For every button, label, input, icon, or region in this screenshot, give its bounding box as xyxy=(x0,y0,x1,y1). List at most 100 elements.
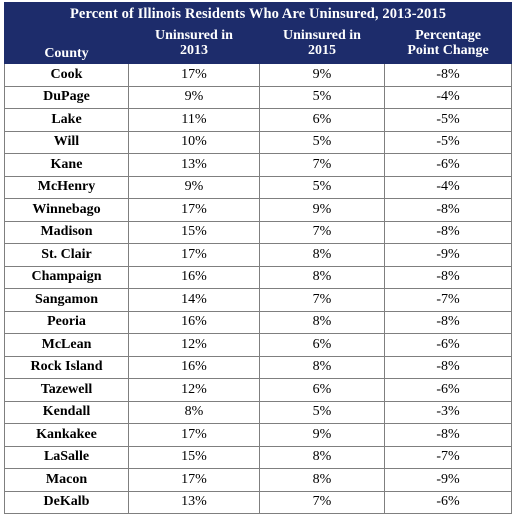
point-change-cell: -3% xyxy=(383,400,513,424)
uninsured-2015-cell: 8% xyxy=(259,243,385,267)
point-change-cell: -7% xyxy=(383,445,513,469)
point-change-cell: -8% xyxy=(383,310,513,334)
uninsured-2015-cell: 6% xyxy=(259,333,385,357)
uninsured-2013-cell: 17% xyxy=(128,198,260,222)
table-row: Macon 17% 8% -9% xyxy=(4,468,513,492)
county-cell: Rock Island xyxy=(4,355,129,379)
county-cell: DeKalb xyxy=(4,490,129,514)
table-row: Sangamon 14% 7% -7% xyxy=(4,288,513,312)
table-row: Will 10% 5% -5% xyxy=(4,130,513,154)
header-point-change-line1: Percentage xyxy=(415,28,481,43)
table-row: Kendall 8% 5% -3% xyxy=(4,400,513,424)
header-county: County xyxy=(4,25,129,64)
uninsured-2013-cell: 15% xyxy=(128,445,260,469)
point-change-cell: -6% xyxy=(383,490,513,514)
county-cell: Champaign xyxy=(4,265,129,289)
uninsured-2013-cell: 8% xyxy=(128,400,260,424)
uninsured-2013-cell: 12% xyxy=(128,378,260,402)
county-cell: Tazewell xyxy=(4,378,129,402)
uninsured-2015-cell: 8% xyxy=(259,265,385,289)
uninsured-2015-cell: 7% xyxy=(259,153,385,177)
table-title: Percent of Illinois Residents Who Are Un… xyxy=(3,2,513,26)
point-change-cell: -6% xyxy=(383,333,513,357)
point-change-cell: -5% xyxy=(383,108,513,132)
uninsured-2013-cell: 16% xyxy=(128,310,260,334)
county-cell: LaSalle xyxy=(4,445,129,469)
county-cell: Lake xyxy=(4,108,129,132)
uninsured-2015-cell: 9% xyxy=(259,198,385,222)
uninsured-2015-cell: 9% xyxy=(259,423,385,447)
county-cell: Madison xyxy=(4,220,129,244)
table-row: Peoria 16% 8% -8% xyxy=(4,310,513,334)
uninsured-2015-cell: 7% xyxy=(259,490,385,514)
uninsured-table-container: Percent of Illinois Residents Who Are Un… xyxy=(3,2,513,514)
header-point-change-line2: Point Change xyxy=(407,43,489,58)
county-cell: St. Clair xyxy=(4,243,129,267)
uninsured-2015-cell: 8% xyxy=(259,445,385,469)
table-row: DuPage 9% 5% -4% xyxy=(4,85,513,109)
uninsured-2013-cell: 10% xyxy=(128,130,260,154)
uninsured-2013-cell: 17% xyxy=(128,468,260,492)
uninsured-2015-cell: 6% xyxy=(259,378,385,402)
uninsured-2013-cell: 16% xyxy=(128,355,260,379)
header-uninsured-2015-line2: 2015 xyxy=(308,43,336,58)
table-row: Cook 17% 9% -8% xyxy=(4,63,513,87)
uninsured-2015-cell: 7% xyxy=(259,288,385,312)
county-cell: DuPage xyxy=(4,85,129,109)
header-point-change: Percentage Point Change xyxy=(383,25,513,64)
table-row: Winnebago 17% 9% -8% xyxy=(4,198,513,222)
county-cell: Peoria xyxy=(4,310,129,334)
county-cell: McHenry xyxy=(4,175,129,199)
county-cell: McLean xyxy=(4,333,129,357)
table-row: DeKalb 13% 7% -6% xyxy=(4,490,513,514)
uninsured-table: Percent of Illinois Residents Who Are Un… xyxy=(3,2,513,514)
table-title-row: Percent of Illinois Residents Who Are Un… xyxy=(3,2,513,26)
uninsured-2013-cell: 11% xyxy=(128,108,260,132)
county-cell: Macon xyxy=(4,468,129,492)
point-change-cell: -8% xyxy=(383,423,513,447)
table-row: Kankakee 17% 9% -8% xyxy=(4,423,513,447)
table-body: Cook 17% 9% -8% DuPage 9% 5% -4% Lake 11% 6% -5% Wil… xyxy=(4,63,513,514)
header-uninsured-2013: Uninsured in 2013 xyxy=(128,25,260,64)
uninsured-2013-cell: 16% xyxy=(128,265,260,289)
uninsured-2013-cell: 17% xyxy=(128,63,260,87)
uninsured-2013-cell: 17% xyxy=(128,423,260,447)
table-row: Kane 13% 7% -6% xyxy=(4,153,513,177)
table-row: Rock Island 16% 8% -8% xyxy=(4,355,513,379)
county-cell: Kane xyxy=(4,153,129,177)
table-row: St. Clair 17% 8% -9% xyxy=(4,243,513,267)
point-change-cell: -6% xyxy=(383,153,513,177)
county-cell: Will xyxy=(4,130,129,154)
header-uninsured-2013-line2: 2013 xyxy=(180,43,208,58)
uninsured-2015-cell: 8% xyxy=(259,310,385,334)
header-uninsured-2015-line1: Uninsured in xyxy=(283,28,361,43)
point-change-cell: -4% xyxy=(383,175,513,199)
uninsured-2015-cell: 8% xyxy=(259,355,385,379)
table-row: LaSalle 15% 8% -7% xyxy=(4,445,513,469)
uninsured-2013-cell: 9% xyxy=(128,175,260,199)
uninsured-2013-cell: 17% xyxy=(128,243,260,267)
point-change-cell: -8% xyxy=(383,220,513,244)
uninsured-2015-cell: 8% xyxy=(259,468,385,492)
uninsured-2013-cell: 13% xyxy=(128,490,260,514)
point-change-cell: -9% xyxy=(383,468,513,492)
uninsured-2015-cell: 5% xyxy=(259,85,385,109)
uninsured-2015-cell: 9% xyxy=(259,63,385,87)
point-change-cell: -4% xyxy=(383,85,513,109)
table-row: Lake 11% 6% -5% xyxy=(4,108,513,132)
county-cell: Kankakee xyxy=(4,423,129,447)
point-change-cell: -8% xyxy=(383,265,513,289)
uninsured-2015-cell: 7% xyxy=(259,220,385,244)
column-header-row: County Uninsured in 2013 Uninsured in 20… xyxy=(4,25,513,64)
table-row: McLean 12% 6% -6% xyxy=(4,333,513,357)
county-cell: Kendall xyxy=(4,400,129,424)
uninsured-2013-cell: 15% xyxy=(128,220,260,244)
header-uninsured-2015: Uninsured in 2015 xyxy=(259,25,385,64)
point-change-cell: -7% xyxy=(383,288,513,312)
point-change-cell: -8% xyxy=(383,198,513,222)
point-change-cell: -6% xyxy=(383,378,513,402)
county-cell: Sangamon xyxy=(4,288,129,312)
point-change-cell: -5% xyxy=(383,130,513,154)
table-row: Champaign 16% 8% -8% xyxy=(4,265,513,289)
uninsured-2015-cell: 6% xyxy=(259,108,385,132)
